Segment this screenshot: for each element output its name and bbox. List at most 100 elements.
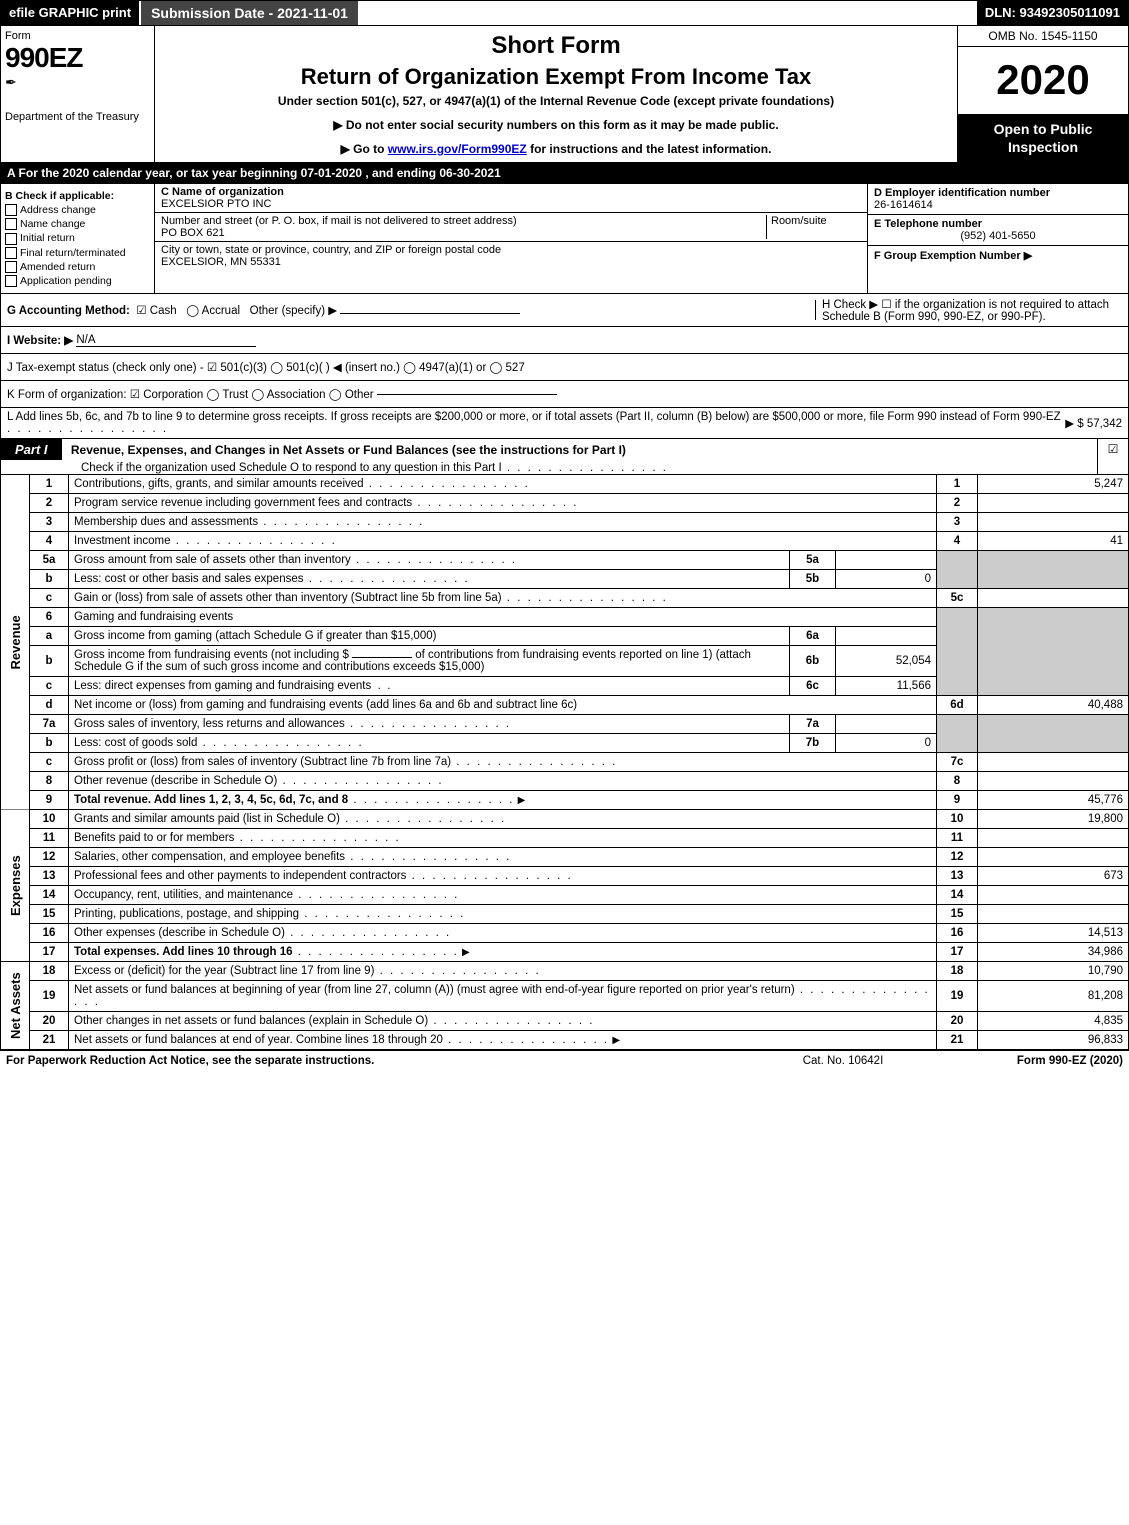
- line-16-text: Other expenses (describe in Schedule O): [69, 924, 937, 943]
- line-5c-no: c: [30, 589, 69, 608]
- line-5c-box: 5c: [937, 589, 978, 608]
- line-3-text: Membership dues and assessments: [69, 513, 937, 532]
- line-13-text: Professional fees and other payments to …: [69, 867, 937, 886]
- header-right: OMB No. 1545-1150 2020 Open to Public In…: [957, 26, 1128, 162]
- top-bar: efile GRAPHIC print Submission Date - 20…: [0, 0, 1129, 26]
- info-block: B Check if applicable: Address change Na…: [0, 184, 1129, 294]
- line-7b-iamt: 0: [836, 734, 937, 753]
- goto-notice: ▶ Go to www.irs.gov/Form990EZ for instru…: [165, 142, 947, 156]
- line-17-amt: 34,986: [978, 943, 1129, 962]
- line-6c-text: Less: direct expenses from gaming and fu…: [69, 677, 790, 696]
- line-4-box: 4: [937, 532, 978, 551]
- grey-5-amt: [978, 551, 1129, 589]
- line-15-no: 15: [30, 905, 69, 924]
- revenue-side-label: Revenue: [1, 475, 30, 810]
- checkbox-initial-return[interactable]: [5, 233, 17, 245]
- line-2-amt: [978, 494, 1129, 513]
- lines-table: Revenue 1 Contributions, gifts, grants, …: [0, 475, 1129, 1050]
- line-12-box: 12: [937, 848, 978, 867]
- city-value: EXCELSIOR, MN 55331: [161, 256, 861, 268]
- section-h: H Check ▶ ☐ if the organization is not r…: [816, 294, 1128, 326]
- line-9-box: 9: [937, 791, 978, 810]
- g-other-field[interactable]: [340, 313, 520, 314]
- dln: DLN: 93492305011091: [977, 1, 1128, 25]
- form-label: Form: [5, 30, 150, 42]
- checkbox-amended-return[interactable]: [5, 261, 17, 273]
- line-13-amt: 673: [978, 867, 1129, 886]
- footer-right: Form 990-EZ (2020): [943, 1055, 1123, 1067]
- line-10-box: 10: [937, 810, 978, 829]
- k-other-field[interactable]: [377, 394, 557, 395]
- grey-6: [937, 608, 978, 696]
- goto-pre: ▶ Go to: [341, 142, 388, 156]
- line-4-amt: 41: [978, 532, 1129, 551]
- g-other: Other (specify) ▶: [250, 305, 337, 317]
- header-center: Short Form Return of Organization Exempt…: [155, 26, 957, 162]
- line-6d-amt: 40,488: [978, 696, 1129, 715]
- line-6b-ibox: 6b: [790, 646, 836, 677]
- g-label: G Accounting Method:: [7, 305, 130, 317]
- line-10-text: Grants and similar amounts paid (list in…: [69, 810, 937, 829]
- line-19-amt: 81,208: [978, 981, 1129, 1012]
- section-c: C Name of organization EXCELSIOR PTO INC…: [155, 184, 867, 293]
- goto-post: for instructions and the latest informat…: [527, 142, 772, 156]
- line-12-text: Salaries, other compensation, and employ…: [69, 848, 937, 867]
- line-15-box: 15: [937, 905, 978, 924]
- line-8-text: Other revenue (describe in Schedule O): [69, 772, 937, 791]
- line-8-box: 8: [937, 772, 978, 791]
- line-6b-text: Gross income from fundraising events (no…: [69, 646, 790, 677]
- part1-checkbox[interactable]: ☑: [1097, 439, 1128, 474]
- line-13-box: 13: [937, 867, 978, 886]
- line-6c-no: c: [30, 677, 69, 696]
- line-6a-iamt: [836, 627, 937, 646]
- line-19-box: 19: [937, 981, 978, 1012]
- website-value: N/A: [76, 334, 256, 347]
- line-9-no: 9: [30, 791, 69, 810]
- return-title: Return of Organization Exempt From Incom…: [165, 64, 947, 90]
- line-9-text: Total revenue. Add lines 1, 2, 3, 4, 5c,…: [69, 791, 937, 810]
- checkbox-name-change[interactable]: [5, 218, 17, 230]
- line-12-amt: [978, 848, 1129, 867]
- line-7c-no: c: [30, 753, 69, 772]
- b-item-5: Application pending: [20, 275, 112, 287]
- line-6b-iamt: 52,054: [836, 646, 937, 677]
- submission-date: Submission Date - 2021-11-01: [139, 1, 360, 25]
- street-value: PO BOX 621: [161, 227, 766, 239]
- line-18-amt: 10,790: [978, 962, 1129, 981]
- phone-value: (952) 401-5650: [874, 230, 1122, 242]
- b-item-3: Final return/terminated: [20, 247, 126, 259]
- checkbox-address-change[interactable]: [5, 204, 17, 216]
- line-2-box: 2: [937, 494, 978, 513]
- header-left: Form 990EZ ✒ Department of the Treasury: [1, 26, 155, 162]
- city-label: City or town, state or province, country…: [161, 244, 861, 256]
- line-5b-iamt: 0: [836, 570, 937, 589]
- line-20-text: Other changes in net assets or fund bala…: [69, 1012, 937, 1031]
- section-b-label: B Check if applicable:: [5, 190, 114, 202]
- line-17-text: Total expenses. Add lines 10 through 16: [69, 943, 937, 962]
- line-1-no: 1: [30, 475, 69, 494]
- line-5b-ibox: 5b: [790, 570, 836, 589]
- line-17-no: 17: [30, 943, 69, 962]
- line-9-amt: 45,776: [978, 791, 1129, 810]
- grey-7-amt: [978, 715, 1129, 753]
- org-name: EXCELSIOR PTO INC: [161, 198, 861, 210]
- line-3-amt: [978, 513, 1129, 532]
- checkbox-final-return[interactable]: [5, 247, 17, 259]
- line-6a-ibox: 6a: [790, 627, 836, 646]
- part1-title: Revenue, Expenses, and Changes in Net As…: [65, 440, 632, 460]
- line-11-no: 11: [30, 829, 69, 848]
- line-10-amt: 19,800: [978, 810, 1129, 829]
- line-16-box: 16: [937, 924, 978, 943]
- line-21-amt: 96,833: [978, 1031, 1129, 1050]
- line-6-no: 6: [30, 608, 69, 627]
- line-1-text: Contributions, gifts, grants, and simila…: [69, 475, 937, 494]
- section-i: I Website: ▶ N/A: [1, 327, 1128, 354]
- line-6d-box: 6d: [937, 696, 978, 715]
- line-6a-text: Gross income from gaming (attach Schedul…: [69, 627, 790, 646]
- irs-link[interactable]: www.irs.gov/Form990EZ: [388, 142, 527, 156]
- checkbox-application-pending[interactable]: [5, 275, 17, 287]
- line-18-no: 18: [30, 962, 69, 981]
- line-18-box: 18: [937, 962, 978, 981]
- line-5b-text: Less: cost or other basis and sales expe…: [69, 570, 790, 589]
- spacer: [360, 1, 977, 25]
